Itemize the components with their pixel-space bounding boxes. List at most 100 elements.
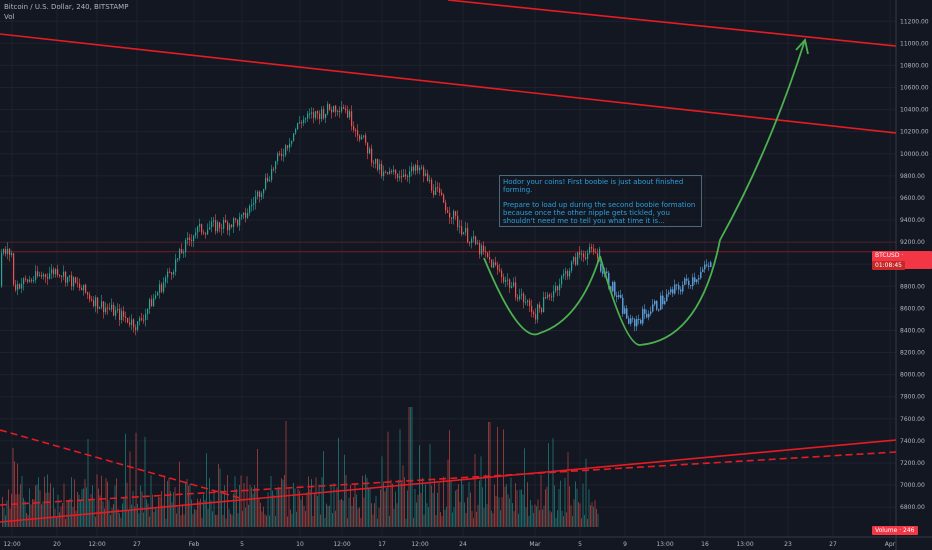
- volume-bar: [539, 510, 540, 527]
- candle-body: [491, 259, 493, 268]
- volume-bar: [131, 504, 132, 527]
- candle-body: [11, 253, 13, 255]
- candle-body: [95, 297, 97, 307]
- candle-body: [233, 218, 235, 228]
- y-tick-label-1: 7000.00: [900, 482, 925, 489]
- volume-bar: [191, 499, 192, 527]
- candle-body: [223, 220, 225, 229]
- volume-bar: [410, 407, 411, 527]
- y-tick-label-4: 7600.00: [900, 416, 925, 423]
- candle-body: [109, 308, 111, 310]
- candle-body: [265, 177, 267, 189]
- volume-bar: [59, 512, 60, 527]
- annotation-note[interactable]: Hodor your coins! First boobie is just a…: [499, 175, 702, 227]
- volume-bar: [545, 489, 546, 527]
- volume-bar: [327, 505, 329, 527]
- projection-candle: [630, 318, 632, 324]
- candle-body: [27, 279, 29, 282]
- candle-body: [69, 275, 71, 277]
- volume-bar: [81, 489, 83, 527]
- volume-bar: [483, 507, 485, 527]
- y-tick-label-16: 10000.00: [900, 151, 929, 158]
- volume-bar: [249, 484, 251, 527]
- x-tick-label-4: Feb: [189, 541, 200, 548]
- volume-bar: [329, 505, 330, 527]
- volume-bar: [510, 477, 512, 527]
- volume-bar: [146, 499, 147, 527]
- volume-bar: [365, 474, 366, 527]
- volume-bar: [246, 476, 248, 527]
- volume-bar: [254, 485, 255, 527]
- volume-bar: [135, 432, 137, 527]
- volume-bar: [414, 488, 416, 527]
- volume-bar: [39, 490, 41, 527]
- candle-body: [547, 294, 549, 298]
- candle-body: [539, 304, 541, 309]
- candle-body: [277, 153, 279, 162]
- volume-bar: [596, 508, 597, 527]
- volume-bar: [111, 507, 113, 527]
- candle-body: [313, 112, 315, 118]
- volume-bar: [42, 501, 44, 527]
- volume-bar: [126, 482, 128, 527]
- projection-candle: [698, 277, 700, 280]
- candle-body: [573, 257, 575, 262]
- y-tick-label-2: 7200.00: [900, 460, 925, 467]
- candle-body: [161, 284, 163, 292]
- candle-body: [91, 299, 93, 301]
- y-tick-label-14: 9600.00: [900, 195, 925, 202]
- volume-bar: [515, 483, 516, 527]
- volume-bar: [308, 476, 309, 527]
- dashed-rising-line: [0, 451, 897, 506]
- x-tick-label-15: 16: [701, 541, 709, 548]
- volume-bar: [338, 437, 339, 527]
- volume-bar: [242, 511, 243, 527]
- volume-bar: [509, 498, 510, 527]
- volume-bar: [134, 506, 135, 527]
- candle-body: [129, 322, 131, 325]
- volume-bar: [51, 517, 53, 527]
- volume-bar: [419, 445, 420, 527]
- candle-body: [205, 233, 207, 235]
- candle-body: [289, 143, 291, 148]
- volume-bar: [518, 513, 519, 527]
- volume-bar: [128, 509, 129, 527]
- volume-bar: [534, 504, 536, 527]
- candle-body: [381, 163, 383, 176]
- volume-bar: [527, 482, 528, 527]
- candle-body: [15, 284, 17, 290]
- projection-candle: [694, 277, 696, 282]
- candle-body: [589, 246, 591, 253]
- candle-body: [31, 279, 33, 281]
- candle-body: [293, 133, 295, 141]
- volume-bar: [383, 481, 384, 527]
- volume-bar: [384, 491, 386, 527]
- projection-candle: [600, 264, 602, 272]
- volume-bar: [408, 407, 410, 527]
- volume-bar: [452, 512, 453, 527]
- candle-body: [557, 286, 559, 291]
- candle-body: [371, 148, 373, 163]
- volume-bar: [543, 505, 545, 527]
- volume-bar: [437, 492, 438, 527]
- volume-indicator-label[interactable]: Vol: [4, 13, 15, 21]
- projection-candle: [704, 264, 706, 270]
- symbol-title[interactable]: Bitcoin / U.S. Dollar, 240, BITSTAMP: [4, 3, 129, 11]
- volume-bar: [587, 518, 588, 527]
- candle-body: [317, 111, 319, 114]
- volume-bar: [377, 518, 378, 527]
- volume-bar: [213, 492, 215, 527]
- candle-body: [93, 300, 95, 307]
- candle-body: [201, 224, 203, 233]
- candle-body: [523, 293, 525, 303]
- candle-body: [431, 179, 433, 191]
- candle-body: [107, 307, 109, 309]
- candle-body: [437, 187, 439, 189]
- candle-body: [263, 188, 265, 194]
- volume-bar: [231, 514, 233, 527]
- volume-bar: [431, 485, 432, 527]
- volume-bar: [507, 494, 509, 527]
- candle-body: [561, 276, 563, 285]
